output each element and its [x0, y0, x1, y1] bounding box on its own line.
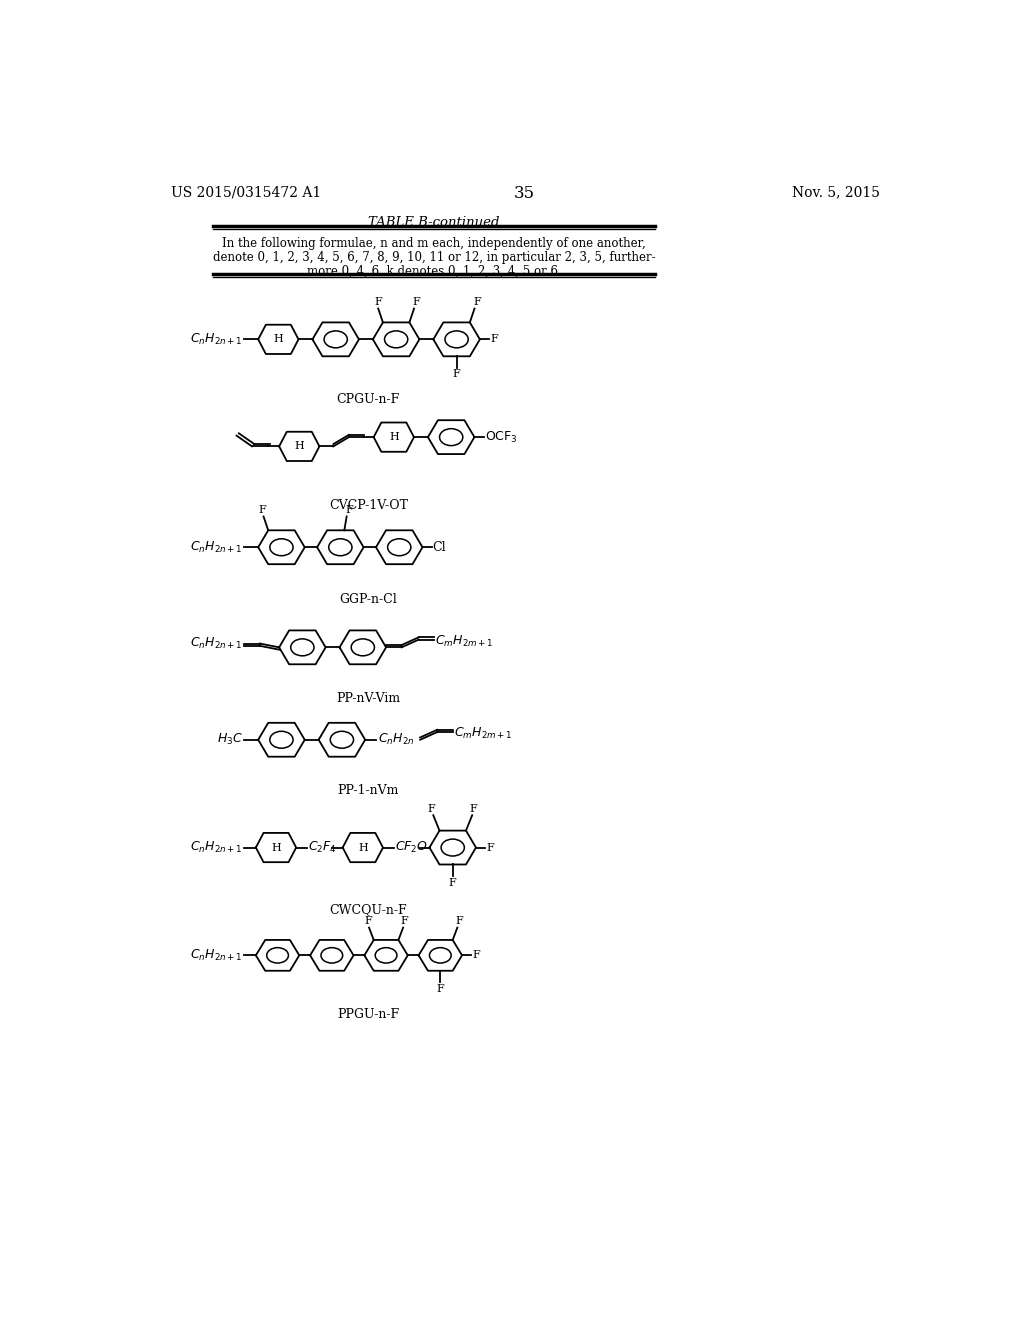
- Text: F: F: [375, 297, 382, 308]
- Text: more 0, 4, 6. k denotes 0, 1, 2, 3, 4, 5 or 6.: more 0, 4, 6. k denotes 0, 1, 2, 3, 4, 5…: [307, 264, 561, 277]
- Text: F: F: [489, 334, 498, 345]
- Text: $C_2F_4$: $C_2F_4$: [308, 840, 337, 855]
- Text: F: F: [413, 297, 420, 308]
- Text: F: F: [449, 878, 457, 887]
- Text: H: H: [389, 432, 398, 442]
- Text: TABLE B-continued: TABLE B-continued: [369, 216, 500, 230]
- Text: F: F: [259, 506, 266, 515]
- Text: $C_nH_{2n+1}$: $C_nH_{2n+1}$: [190, 840, 243, 855]
- Text: F: F: [453, 370, 461, 379]
- Text: F: F: [436, 983, 444, 994]
- Text: H: H: [295, 441, 304, 451]
- Text: PPGU-n-F: PPGU-n-F: [337, 1007, 399, 1020]
- Text: $C_nH_{2n+1}$: $C_nH_{2n+1}$: [190, 331, 243, 347]
- Text: F: F: [486, 842, 494, 853]
- Text: CVCP-1V-OT: CVCP-1V-OT: [329, 499, 408, 512]
- Text: CWCQU-n-F: CWCQU-n-F: [330, 903, 408, 916]
- Text: H: H: [271, 842, 281, 853]
- Text: $H_3C$: $H_3C$: [217, 733, 243, 747]
- Text: F: F: [365, 916, 372, 927]
- Text: H: H: [273, 334, 284, 345]
- Text: PP-nV-Vim: PP-nV-Vim: [336, 692, 400, 705]
- Text: 35: 35: [514, 185, 536, 202]
- Text: F: F: [472, 950, 480, 961]
- Text: $C_nH_{2n+1}$: $C_nH_{2n+1}$: [190, 636, 243, 651]
- Text: F: F: [428, 804, 435, 813]
- Text: $\mathrm{OCF_3}$: $\mathrm{OCF_3}$: [485, 429, 518, 445]
- Text: $C_nH_{2n}$: $C_nH_{2n}$: [378, 733, 414, 747]
- Text: US 2015/0315472 A1: US 2015/0315472 A1: [171, 185, 321, 199]
- Text: $C_nH_{2n+1}$: $C_nH_{2n+1}$: [190, 948, 243, 962]
- Text: PP-1-nVm: PP-1-nVm: [338, 784, 399, 797]
- Text: $C_mH_{2m+1}$: $C_mH_{2m+1}$: [455, 726, 513, 741]
- Text: Cl: Cl: [432, 541, 446, 554]
- Text: $CF_2O$: $CF_2O$: [394, 840, 428, 855]
- Text: CPGU-n-F: CPGU-n-F: [337, 393, 400, 407]
- Text: Nov. 5, 2015: Nov. 5, 2015: [792, 185, 880, 199]
- Text: F: F: [345, 506, 353, 515]
- Text: $C_mH_{2m+1}$: $C_mH_{2m+1}$: [435, 634, 494, 648]
- Text: F: F: [470, 804, 477, 813]
- Text: F: F: [455, 916, 463, 927]
- Text: denote 0, 1, 2, 3, 4, 5, 6, 7, 8, 9, 10, 11 or 12, in particular 2, 3, 5, furthe: denote 0, 1, 2, 3, 4, 5, 6, 7, 8, 9, 10,…: [213, 251, 655, 264]
- Text: F: F: [473, 297, 480, 308]
- Text: H: H: [358, 842, 368, 853]
- Text: GGP-n-Cl: GGP-n-Cl: [339, 594, 397, 606]
- Text: F: F: [400, 916, 409, 927]
- Text: $C_nH_{2n+1}$: $C_nH_{2n+1}$: [190, 540, 243, 554]
- Text: In the following formulae, n and m each, independently of one another,: In the following formulae, n and m each,…: [222, 238, 646, 249]
